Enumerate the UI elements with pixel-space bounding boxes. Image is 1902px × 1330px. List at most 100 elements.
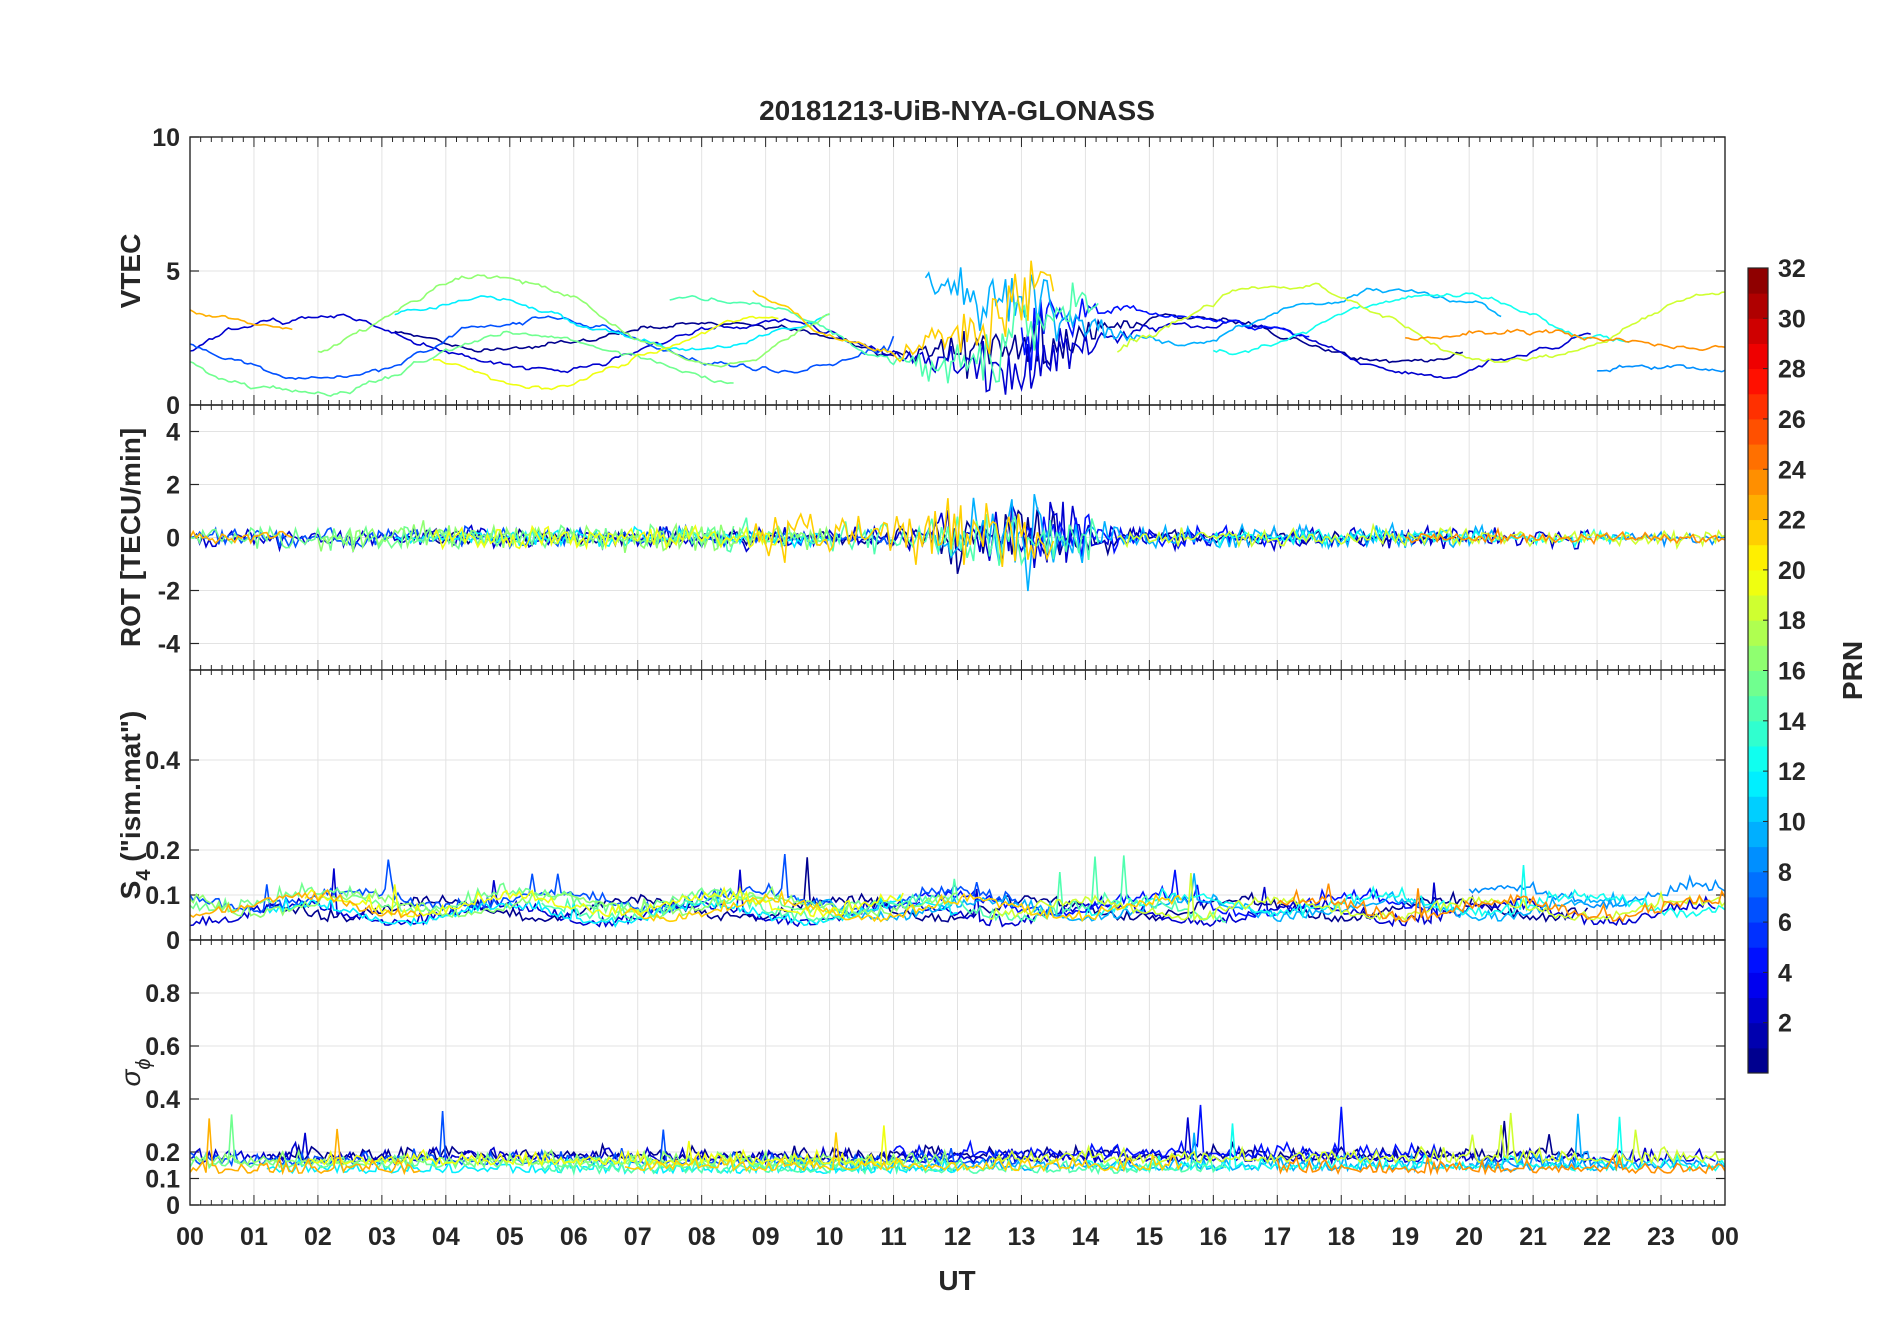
colorbar-tick-label: 6 bbox=[1778, 909, 1792, 937]
colorbar-segment bbox=[1748, 268, 1768, 294]
series-line-prn-9-vtec bbox=[1597, 364, 1725, 373]
series-line-prn-23-s4 bbox=[190, 888, 421, 919]
colorbar-segment bbox=[1748, 972, 1768, 999]
x-tick-label: 11 bbox=[880, 1223, 907, 1251]
colorbar-tick-label: 32 bbox=[1778, 255, 1806, 283]
series-line-prn-16-vtec bbox=[190, 330, 734, 397]
x-tick-label: 05 bbox=[496, 1223, 524, 1251]
colorbar-segment bbox=[1748, 745, 1768, 772]
series-line-prn-24-s4 bbox=[1276, 883, 1725, 923]
colorbar-segment bbox=[1748, 947, 1768, 973]
x-tick-label: 07 bbox=[624, 1223, 652, 1251]
series-line-prn-23-vtec bbox=[190, 309, 293, 331]
y-tick-label: 2 bbox=[166, 472, 180, 500]
y-tick-label: 0 bbox=[166, 392, 180, 420]
colorbar-segment bbox=[1748, 821, 1768, 848]
y-tick-label: 10 bbox=[152, 124, 180, 152]
x-tick-label: 14 bbox=[1072, 1223, 1100, 1251]
colorbar-segment bbox=[1748, 544, 1768, 571]
colorbar-tick-label: 24 bbox=[1778, 456, 1806, 484]
colorbar-tick-label: 22 bbox=[1778, 507, 1806, 535]
series-line-prn-24-sigma bbox=[1276, 1154, 1725, 1177]
x-tick-label: 12 bbox=[944, 1223, 972, 1251]
x-tick-label: 04 bbox=[432, 1223, 460, 1251]
colorbar-tick-label: 12 bbox=[1778, 758, 1806, 786]
series-line-prn-10-rot bbox=[924, 494, 1502, 592]
y-axis-label-vtec: VTEC bbox=[115, 234, 146, 309]
series-line-prn-20-s4 bbox=[304, 884, 904, 919]
x-tick-label: 08 bbox=[688, 1223, 716, 1251]
colorbar-tick-label: 2 bbox=[1778, 1010, 1792, 1038]
x-axis-label: UT bbox=[938, 1265, 975, 1296]
series-line-prn-3-vtec bbox=[190, 313, 1591, 395]
x-tick-label: 15 bbox=[1135, 1223, 1163, 1251]
y-axis-label-rot: ROT [TECU/min] bbox=[115, 428, 146, 647]
colorbar-segment bbox=[1748, 871, 1768, 898]
x-tick-label: 10 bbox=[816, 1223, 844, 1251]
x-tick-label: 03 bbox=[368, 1223, 396, 1251]
series-line-prn-9-sigma bbox=[1469, 1150, 1725, 1171]
colorbar-segment bbox=[1748, 695, 1768, 722]
y-tick-label: 0.1 bbox=[145, 882, 180, 910]
x-tick-label: 23 bbox=[1647, 1223, 1675, 1251]
colorbar-segment bbox=[1748, 896, 1768, 923]
colorbar-tick-label: 30 bbox=[1778, 305, 1806, 333]
series-line-prn-22-sigma bbox=[624, 1132, 1183, 1173]
series-line-prn-12-s4 bbox=[266, 893, 958, 929]
x-tick-label: 00 bbox=[1711, 1223, 1739, 1251]
series-line-prn-20-vtec bbox=[432, 315, 779, 391]
y-tick-label: 0.8 bbox=[145, 980, 180, 1008]
y-axis-label-sigma: σϕ bbox=[115, 1058, 155, 1086]
series-line-prn-23-sigma bbox=[190, 1118, 421, 1176]
series-line-prn-10-s4 bbox=[796, 873, 1630, 923]
y-tick-label: 0.6 bbox=[145, 1033, 180, 1061]
x-tick-label: 02 bbox=[304, 1223, 332, 1251]
series-line-prn-15-sigma bbox=[541, 1153, 1227, 1176]
x-tick-label: 16 bbox=[1199, 1223, 1227, 1251]
colorbar-segment bbox=[1748, 318, 1768, 344]
colorbar-segment bbox=[1748, 645, 1768, 671]
series-line-prn-10-vtec bbox=[924, 267, 1502, 347]
x-tick-label: 22 bbox=[1583, 1223, 1611, 1251]
series-line-prn-7-vtec bbox=[190, 315, 895, 380]
colorbar-tick-label: 14 bbox=[1778, 708, 1806, 736]
series-line-prn-13-rot bbox=[1212, 526, 1630, 550]
y-tick-label: 0 bbox=[166, 525, 180, 553]
series-line-prn-22-s4 bbox=[624, 889, 1183, 923]
y-tick-label: -2 bbox=[158, 578, 180, 606]
series-group bbox=[190, 260, 1725, 1177]
colorbar-segment bbox=[1748, 494, 1768, 521]
colorbar-tick-label: 26 bbox=[1778, 406, 1806, 434]
x-tick-label: 17 bbox=[1263, 1223, 1291, 1251]
colorbar-segment bbox=[1748, 444, 1768, 470]
colorbar-segment bbox=[1748, 620, 1768, 646]
series-line-prn-19-sigma bbox=[989, 1112, 1725, 1166]
series-line-prn-23-rot bbox=[190, 529, 293, 545]
colorbar-segment bbox=[1748, 469, 1768, 495]
colorbar-tick-label: 28 bbox=[1778, 356, 1806, 384]
y-tick-label: 0.4 bbox=[145, 747, 180, 775]
series-line-prn-20-sigma bbox=[304, 1125, 904, 1168]
series-line-prn-13-sigma bbox=[1085, 1116, 1725, 1173]
colorbar-tick-label: 20 bbox=[1778, 557, 1806, 585]
series-line-prn-24-rot bbox=[1405, 526, 1725, 546]
series-line-prn-19-vtec bbox=[1116, 282, 1725, 364]
x-tick-label: 13 bbox=[1008, 1223, 1036, 1251]
y-tick-label: 0.2 bbox=[145, 1139, 180, 1167]
y-tick-label: 4 bbox=[166, 419, 180, 447]
x-tick-label: 18 bbox=[1327, 1223, 1355, 1251]
colorbar-segment bbox=[1748, 1022, 1768, 1049]
colorbar-segment bbox=[1748, 393, 1768, 420]
series-line-prn-24-vtec bbox=[1405, 328, 1725, 352]
colorbar-tick-label: 4 bbox=[1778, 959, 1792, 987]
colorbar-tick-label: 18 bbox=[1778, 607, 1806, 635]
series-line-prn-16-rot bbox=[190, 523, 735, 551]
y-tick-label: -4 bbox=[158, 631, 180, 659]
colorbar-label: PRN bbox=[1837, 641, 1868, 700]
x-tick-label: 20 bbox=[1455, 1223, 1483, 1251]
colorbar-segment bbox=[1748, 796, 1768, 822]
colorbar-segment bbox=[1748, 368, 1768, 395]
